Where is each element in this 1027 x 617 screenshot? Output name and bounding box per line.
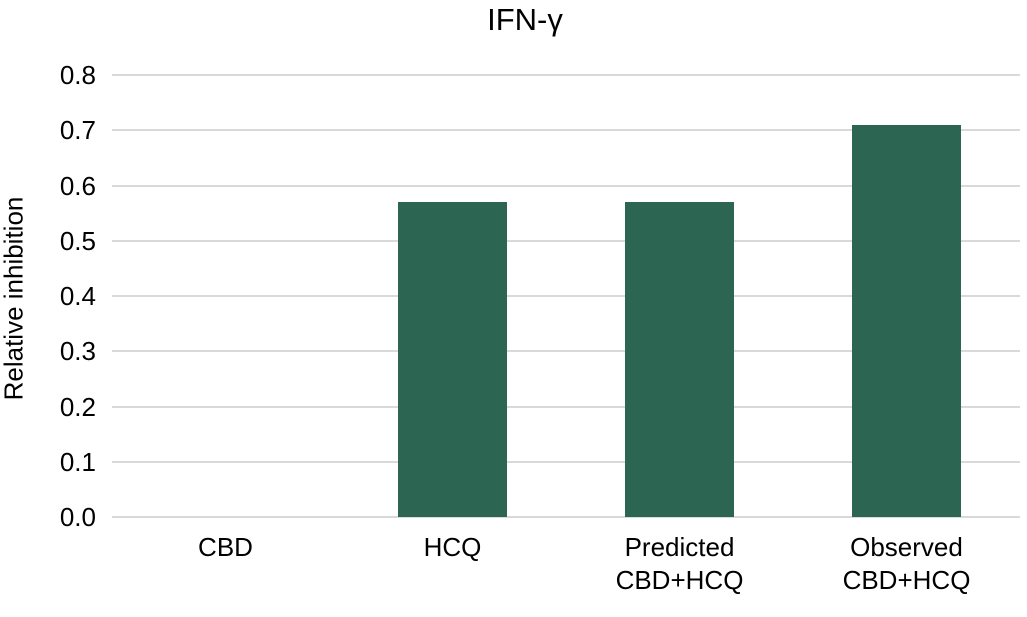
y-tick-label: 0.4 [59, 281, 96, 311]
x-category-label: Predicted CBD+HCQ [615, 532, 744, 595]
gridline [112, 184, 1020, 187]
gridline [112, 129, 1020, 132]
gridline [112, 405, 1020, 408]
gridline [112, 239, 1020, 242]
bar-slot-observed [793, 75, 1020, 517]
gridline [112, 74, 1020, 76]
y-tick-label: 0.0 [59, 502, 96, 532]
y-axis-tick-labels: 0.0 0.1 0.2 0.3 0.4 0.5 0.6 0.7 0.8 [0, 62, 96, 530]
gridline [112, 295, 1020, 297]
gridline [112, 350, 1020, 353]
bar-slot-hcq [339, 75, 566, 517]
x-category-label: CBD [198, 532, 253, 562]
bar-slot-cbd [112, 75, 339, 517]
y-tick-label: 0.6 [59, 170, 96, 201]
bar [852, 124, 961, 517]
y-tick-label: 0.7 [59, 115, 96, 146]
x-axis-category-labels: CBD HCQ Predicted CBD+HCQ Observed CBD+HCQ [112, 531, 1020, 597]
y-tick-label: 0.2 [59, 391, 96, 422]
x-category-label: HCQ [423, 532, 482, 562]
y-tick-label: 0.1 [59, 446, 96, 477]
bar [625, 202, 734, 517]
bar-slot-predicted [566, 75, 793, 517]
bar [398, 202, 507, 517]
chart-title: IFN-γ [487, 2, 563, 37]
y-tick-label: 0.5 [59, 225, 96, 256]
bar-series [112, 75, 1020, 517]
y-tick-label: 0.8 [59, 60, 96, 90]
plot-area [112, 74, 1020, 518]
y-tick-label: 0.3 [59, 336, 96, 367]
x-category-label: Observed CBD+HCQ [842, 532, 971, 595]
gridline [112, 516, 1020, 518]
gridline [112, 460, 1020, 463]
